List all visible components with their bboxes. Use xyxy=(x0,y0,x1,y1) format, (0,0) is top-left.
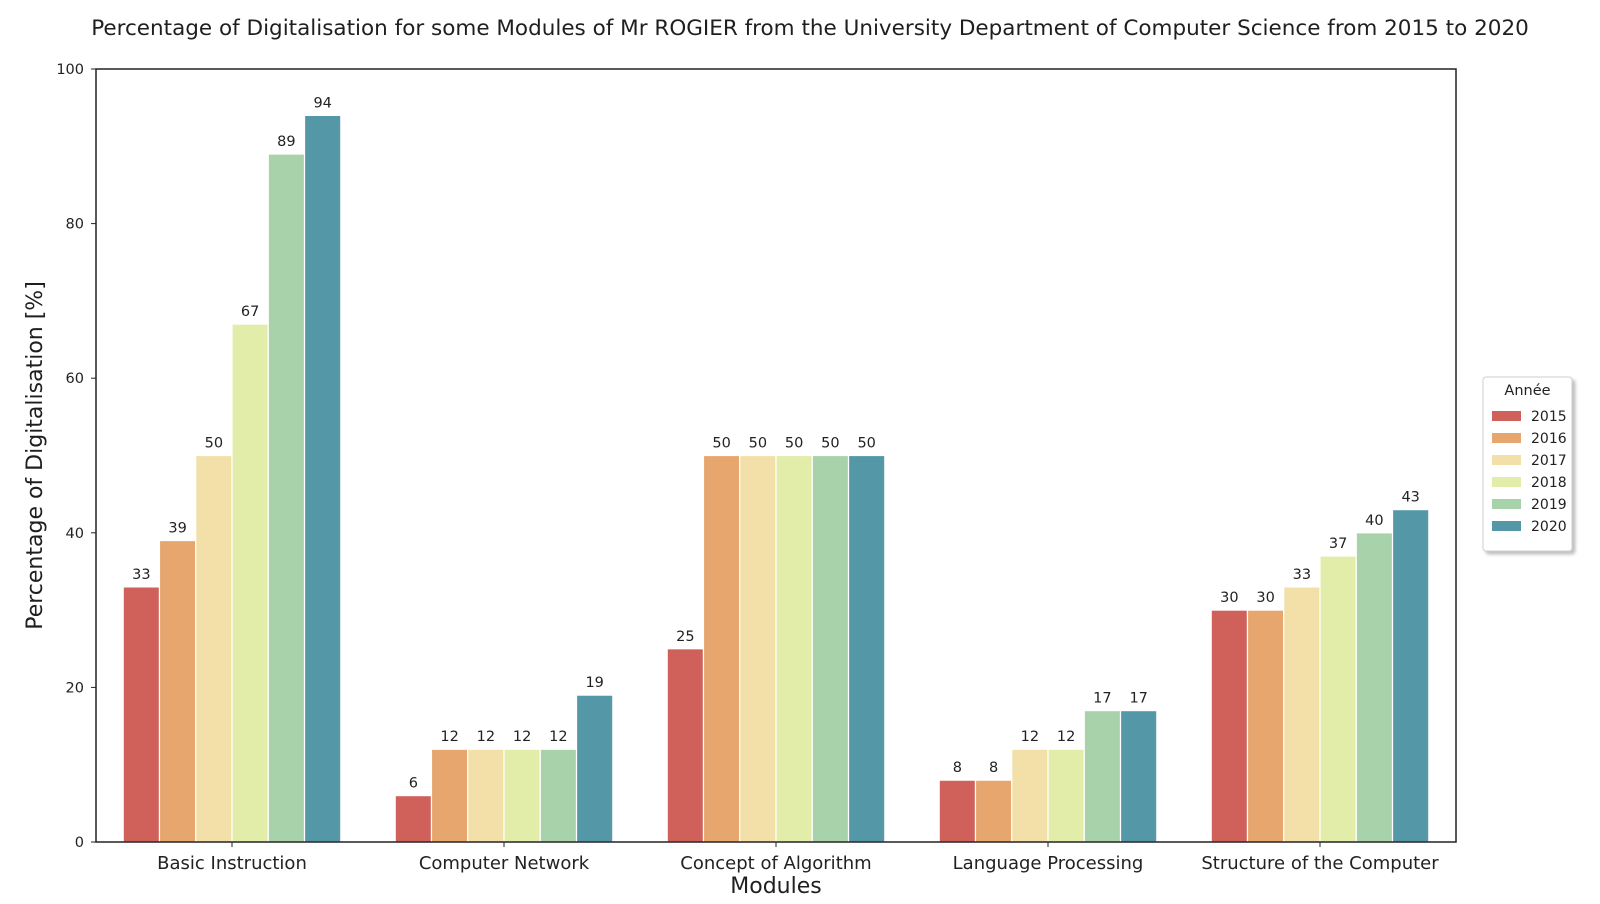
data-label: 33 xyxy=(132,567,150,583)
y-axis-title: Percentage of Digitalisation [%] xyxy=(23,281,48,630)
bar-2020-1 xyxy=(575,694,614,843)
x-tick-label: Structure of the Computer xyxy=(1201,853,1439,874)
bar-2017-3 xyxy=(1011,748,1049,843)
legend-swatch-2017 xyxy=(1492,455,1521,465)
bar-2015-2 xyxy=(666,648,705,843)
x-tick-label: Computer Network xyxy=(419,853,590,874)
bar-2016-1 xyxy=(430,748,469,843)
data-label: 40 xyxy=(1365,513,1383,529)
bar-2019-3 xyxy=(1083,709,1122,843)
legend-label-2018: 2018 xyxy=(1531,475,1567,491)
legend-label-2019: 2019 xyxy=(1531,497,1567,513)
bar-2015-0 xyxy=(122,586,161,843)
bars-layer xyxy=(122,114,1430,843)
legend-swatch-2018 xyxy=(1492,477,1521,487)
data-label: 50 xyxy=(712,436,730,452)
data-label: 12 xyxy=(440,729,458,745)
data-label: 50 xyxy=(785,436,803,452)
data-label: 50 xyxy=(821,436,839,452)
data-label: 50 xyxy=(749,436,767,452)
plot-frame xyxy=(95,68,1457,843)
data-label: 30 xyxy=(1220,590,1238,606)
x-tick-label: Concept of Algorithm xyxy=(680,853,871,874)
data-label: 33 xyxy=(1293,567,1311,583)
bar-2020-2 xyxy=(847,454,886,843)
bar-2017-1 xyxy=(467,748,505,843)
legend-swatch-2020 xyxy=(1492,521,1521,531)
data-label: 43 xyxy=(1401,490,1419,506)
bar-2015-3 xyxy=(938,779,977,843)
data-label: 8 xyxy=(989,760,998,776)
bar-2016-4 xyxy=(1246,609,1285,843)
legend-swatch-2015 xyxy=(1492,411,1521,421)
data-label: 6 xyxy=(409,776,418,792)
bar-2020-3 xyxy=(1119,709,1158,843)
bar-2016-0 xyxy=(158,539,197,843)
x-axis-title: Modules xyxy=(730,874,821,899)
bar-2018-1 xyxy=(503,748,541,843)
bar-2020-4 xyxy=(1391,509,1430,843)
y-tick-label: 60 xyxy=(66,371,84,387)
bar-2019-0 xyxy=(267,153,306,843)
legend-items: 2015 2016 2017 2018 2019 2020 xyxy=(1492,409,1567,535)
y-tick-label: 0 xyxy=(75,835,84,851)
data-label: 12 xyxy=(1057,729,1075,745)
bar-2017-4 xyxy=(1283,586,1321,843)
legend-swatch-2016 xyxy=(1492,433,1521,443)
x-tick-label: Basic Instruction xyxy=(157,853,307,874)
bar-2020-0 xyxy=(303,114,342,843)
y-tick-label: 80 xyxy=(66,217,84,233)
data-label: 50 xyxy=(205,436,223,452)
bar-2019-2 xyxy=(811,454,850,843)
bar-2017-2 xyxy=(739,454,777,843)
bar-2019-1 xyxy=(539,748,578,843)
legend-label-2020: 2020 xyxy=(1531,519,1567,535)
legend-label-2017: 2017 xyxy=(1531,453,1567,469)
bar-2018-2 xyxy=(775,454,813,843)
data-label: 17 xyxy=(1093,691,1111,707)
data-labels-layer: 33 39 50 67 89 94 6 12 12 12 12 19 25 50 50 50 50 50 8 8 12 1… xyxy=(132,95,1420,791)
data-label: 25 xyxy=(676,629,694,645)
legend-swatch-2019 xyxy=(1492,499,1521,509)
legend-label-2016: 2016 xyxy=(1531,431,1567,447)
data-label: 67 xyxy=(241,304,259,320)
bar-2015-4 xyxy=(1210,609,1249,843)
x-tick-label: Language Processing xyxy=(953,853,1144,874)
data-label: 94 xyxy=(313,95,331,111)
y-tick-label: 40 xyxy=(66,526,84,542)
data-label: 19 xyxy=(585,675,603,691)
data-label: 50 xyxy=(857,436,875,452)
bar-2019-4 xyxy=(1355,532,1394,843)
data-label: 12 xyxy=(549,729,567,745)
data-label: 17 xyxy=(1129,691,1147,707)
data-label: 8 xyxy=(953,760,962,776)
bar-2015-1 xyxy=(394,795,433,843)
bar-2018-0 xyxy=(231,323,269,843)
bar-2016-3 xyxy=(974,779,1013,843)
data-label: 12 xyxy=(1021,729,1039,745)
bar-2017-0 xyxy=(195,454,233,843)
legend: Année 2015 2016 2017 2018 2019 2020 xyxy=(1482,376,1573,552)
y-axis: 0 20 40 60 80 100 xyxy=(56,62,96,851)
y-tick-label: 20 xyxy=(66,680,84,696)
y-tick-label: 100 xyxy=(56,62,84,78)
bar-2016-2 xyxy=(702,454,741,843)
bar-2018-3 xyxy=(1047,748,1085,843)
data-label: 37 xyxy=(1329,536,1347,552)
legend-label-2015: 2015 xyxy=(1531,409,1567,425)
data-label: 39 xyxy=(168,521,186,537)
data-label: 12 xyxy=(513,729,531,745)
legend-title: Année xyxy=(1504,383,1550,399)
data-label: 89 xyxy=(277,134,295,150)
bar-2018-4 xyxy=(1319,555,1357,843)
chart-title: Percentage of Digitalisation for some Mo… xyxy=(91,16,1529,41)
data-label: 12 xyxy=(477,729,495,745)
x-axis: Basic Instruction Computer Network Concept… xyxy=(157,842,1439,874)
data-label: 30 xyxy=(1256,590,1274,606)
